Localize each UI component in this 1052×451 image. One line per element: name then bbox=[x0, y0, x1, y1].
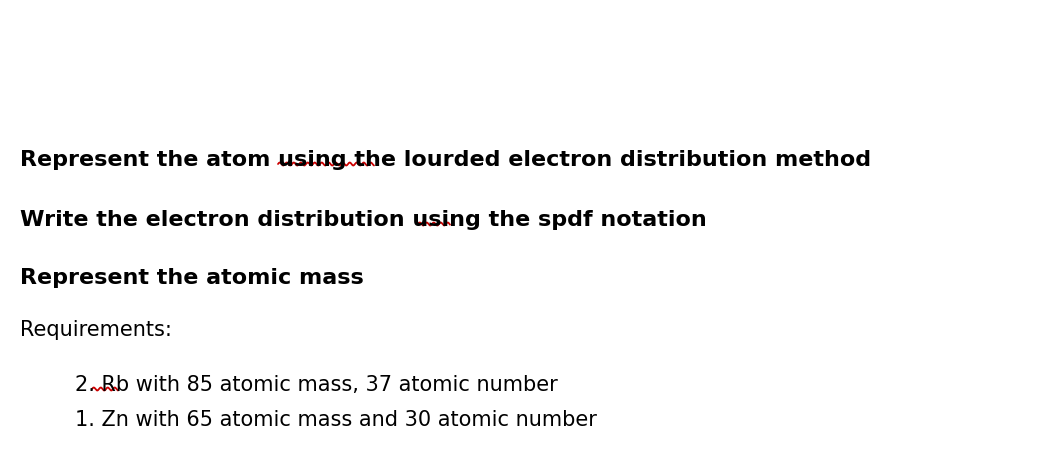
Text: Write the electron distribution using the spdf notation: Write the electron distribution using th… bbox=[20, 210, 707, 230]
Text: Represent the atom using the lourded electron distribution method: Represent the atom using the lourded ele… bbox=[20, 150, 871, 170]
Text: Requirements:: Requirements: bbox=[20, 319, 171, 339]
Text: Represent the atomic mass: Represent the atomic mass bbox=[20, 267, 364, 287]
Text: 2. Rb with 85 atomic mass, 37 atomic number: 2. Rb with 85 atomic mass, 37 atomic num… bbox=[75, 374, 558, 394]
Text: 1. Zn with 65 atomic mass and 30 atomic number: 1. Zn with 65 atomic mass and 30 atomic … bbox=[75, 409, 596, 429]
